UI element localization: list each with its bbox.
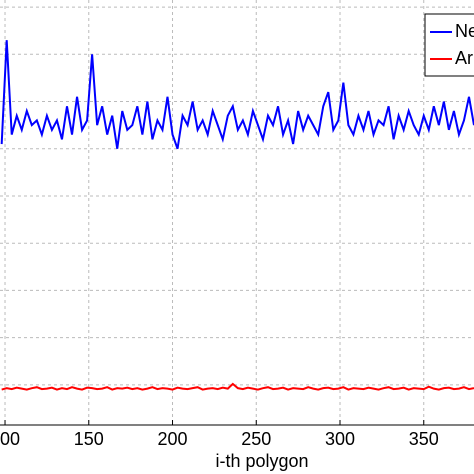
- x-tick-label: 300: [325, 429, 355, 449]
- data-line: [1, 382, 474, 391]
- x-tick-label: 250: [241, 429, 271, 449]
- legend-label: Ne: [455, 21, 474, 41]
- x-tick-label: 200: [157, 429, 187, 449]
- x-tick-label: 100: [0, 429, 20, 449]
- x-axis-label: i-th polygon: [215, 451, 308, 471]
- legend-box: [424, 13, 474, 77]
- x-tick-label: 350: [409, 429, 439, 449]
- data-line: [0, 40, 474, 150]
- legend-label: Ar: [455, 48, 473, 68]
- legend: Ne Ar: [424, 13, 474, 77]
- x-tick-label: 150: [74, 429, 104, 449]
